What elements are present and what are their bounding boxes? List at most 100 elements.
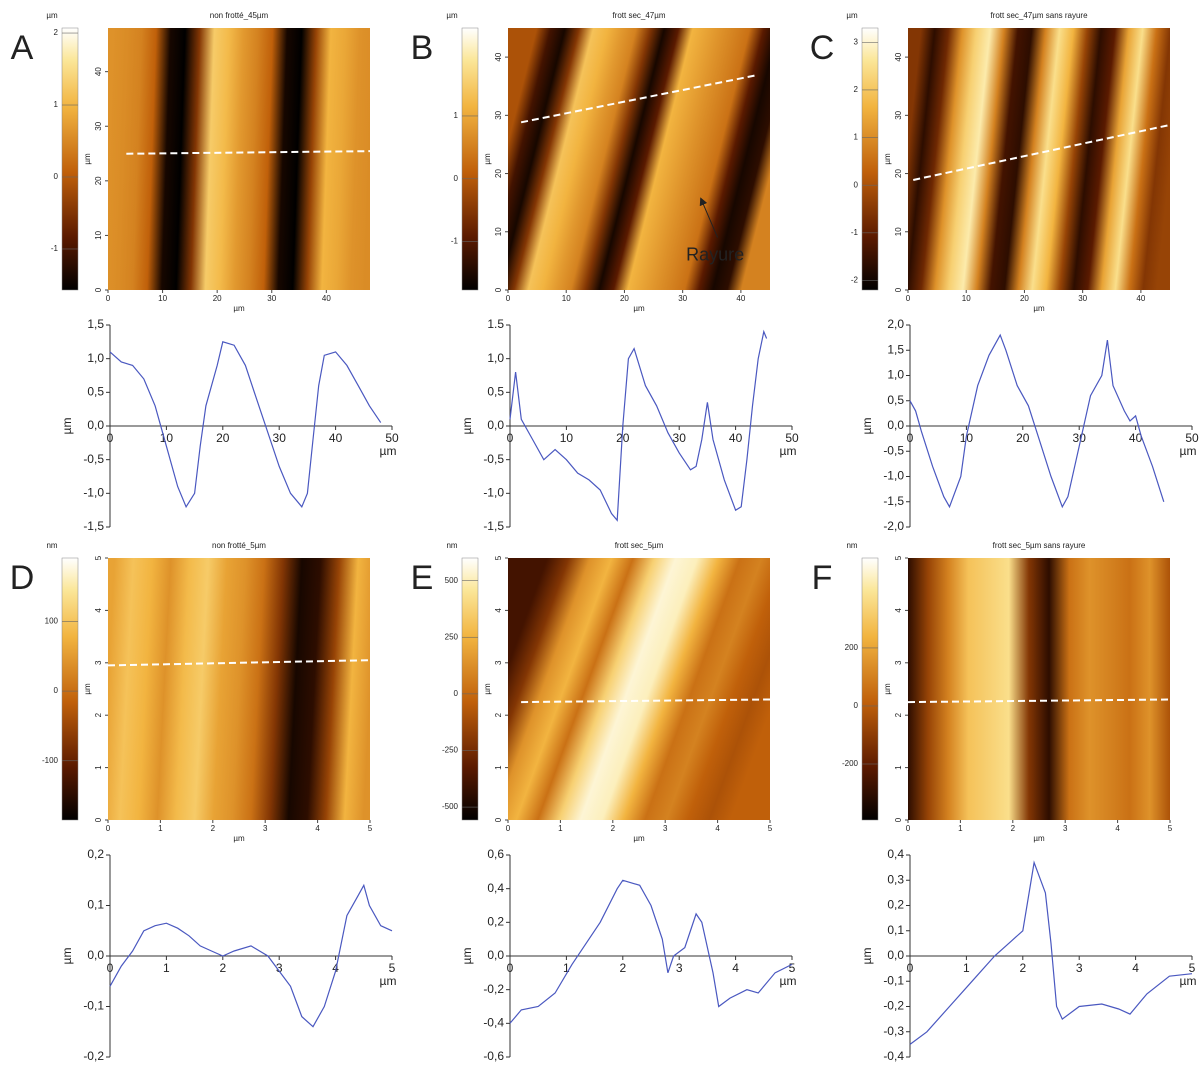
colorbar (861, 557, 879, 821)
x-tick-label: 20 (620, 294, 629, 303)
y-tick-label: 2,0 (887, 317, 904, 331)
x-tick-label: 3 (263, 824, 268, 833)
x-tick-label: 4 (1132, 961, 1139, 975)
y-tick-label: 40 (494, 52, 503, 61)
afm-image (508, 558, 770, 820)
y-axis-label: µm (83, 683, 92, 695)
image-title: frott sec_5µm (615, 541, 664, 550)
y-tick-label: 20 (494, 169, 503, 178)
colorbar (461, 27, 479, 291)
colorbar-tick-label: 1 (454, 111, 459, 120)
y-tick-label: 0 (94, 817, 103, 822)
colorbar-unit: nm (446, 541, 457, 550)
x-tick-label: 0 (906, 294, 911, 303)
colorbar-tick-label: 0 (54, 172, 59, 181)
y-tick-label: -1,0 (83, 486, 104, 500)
y-tick-label: -0,2 (883, 999, 904, 1013)
x-tick-label: 0 (107, 431, 114, 445)
colorbar-tick-label: 250 (445, 632, 459, 641)
profile (909, 860, 1193, 1045)
x-axis-label: µm (1180, 444, 1197, 458)
x-tick-label: 30 (273, 431, 287, 445)
x-tick-label: 1 (963, 961, 970, 975)
afm-image (108, 28, 370, 290)
x-axis-label: µm (633, 834, 645, 843)
x-tick-label: 50 (1185, 431, 1199, 445)
x-tick-label: 3 (1076, 961, 1083, 975)
x-tick-label: 30 (678, 294, 687, 303)
colorbar-tick-label: 3 (854, 37, 859, 46)
x-tick-label: 1 (163, 961, 170, 975)
x-tick-label: 2 (211, 824, 216, 833)
y-tick-label: 3 (894, 660, 903, 665)
y-tick-label: 0,2 (887, 898, 904, 912)
y-tick-label: 0 (894, 287, 903, 292)
x-tick-label: 3 (1063, 824, 1068, 833)
y-axis-label: µm (860, 948, 874, 965)
y-tick-label: 0,2 (487, 915, 504, 929)
x-axis-label: µm (233, 304, 245, 313)
y-tick-label: 3 (94, 660, 103, 665)
y-tick-label: 0 (494, 287, 503, 292)
x-axis-label: µm (1033, 834, 1045, 843)
x-axis-label: µm (380, 444, 397, 458)
y-tick-label: 10 (894, 227, 903, 236)
x-tick-label: 5 (368, 824, 373, 833)
y-tick-label: 5 (894, 555, 903, 560)
y-tick-label: 0,0 (487, 418, 504, 432)
y-axis-label: µm (483, 153, 492, 165)
x-tick-label: 3 (276, 961, 283, 975)
panel-label: D (10, 559, 35, 597)
colorbar-tick-label: 100 (45, 617, 59, 626)
x-tick-label: 40 (1136, 294, 1145, 303)
x-tick-label: 20 (616, 431, 630, 445)
y-tick-label: 30 (94, 121, 103, 130)
colorbar-tick-label: -2 (851, 276, 859, 285)
y-tick-label: 30 (494, 110, 503, 119)
y-tick-label: 0,5 (487, 385, 504, 399)
y-tick-label: 0,0 (87, 948, 104, 962)
y-tick-label: 0,4 (487, 881, 504, 895)
x-tick-label: 0 (107, 961, 114, 975)
colorbar-tick-label: 500 (445, 576, 459, 585)
y-tick-label: 40 (894, 52, 903, 61)
profile (109, 883, 393, 1028)
colorbar-tick-label: -500 (442, 802, 459, 811)
afm-image (108, 558, 370, 820)
y-tick-label: 1,0 (887, 368, 904, 382)
y-tick-label: 0,4 (887, 847, 904, 861)
profile-line (521, 698, 771, 704)
y-axis-label: µm (60, 418, 74, 435)
y-tick-label: 3 (494, 660, 503, 665)
x-tick-label: 30 (267, 294, 276, 303)
x-tick-label: 50 (785, 431, 799, 445)
x-tick-label: 4 (732, 961, 739, 975)
x-tick-label: 1 (563, 961, 570, 975)
y-tick-label: 1,5 (887, 342, 904, 356)
profile (909, 333, 1165, 509)
y-tick-label: 5 (94, 555, 103, 560)
profile (109, 341, 382, 509)
colorbar-tick-label: 1 (854, 133, 859, 142)
x-tick-label: 40 (1129, 431, 1143, 445)
x-tick-label: 2 (611, 824, 616, 833)
profile-line (126, 150, 371, 155)
x-tick-label: 2 (619, 961, 626, 975)
y-tick-label: 1,5 (87, 317, 104, 331)
y-tick-label: -2,0 (883, 519, 904, 533)
x-axis-label: µm (1033, 304, 1045, 313)
y-tick-label: 0,2 (87, 847, 104, 861)
y-tick-label: -1,0 (883, 469, 904, 483)
afm-image (508, 28, 770, 290)
colorbar-unit: nm (846, 541, 857, 550)
panel-label: B (411, 29, 434, 67)
x-tick-label: 0 (106, 294, 111, 303)
y-axis-label: µm (83, 153, 92, 165)
y-tick-label: 0,0 (87, 418, 104, 432)
y-tick-label: 0 (494, 817, 503, 822)
y-tick-label: 1,0 (87, 351, 104, 365)
y-tick-label: 40 (94, 67, 103, 76)
colorbar-tick-label: 1 (54, 100, 59, 109)
colorbar-tick-label: -1 (51, 244, 59, 253)
y-tick-label: 0,6 (487, 847, 504, 861)
